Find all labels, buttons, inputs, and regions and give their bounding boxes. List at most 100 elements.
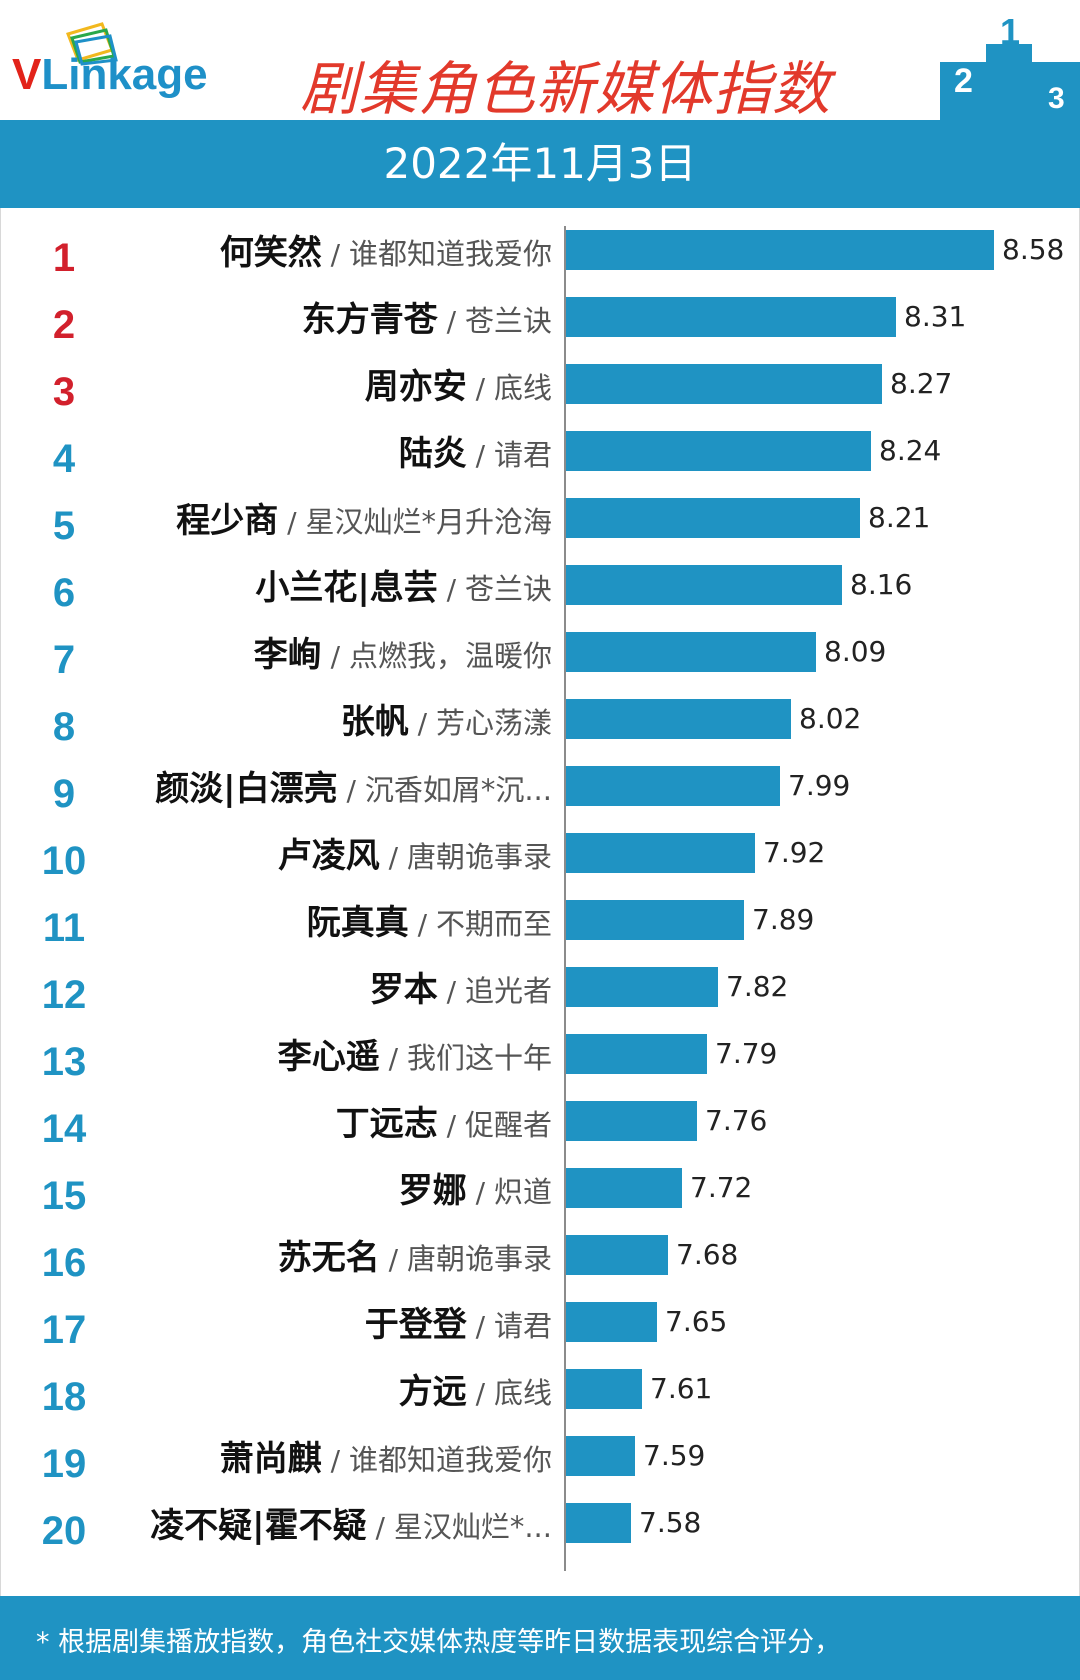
bar xyxy=(566,1369,642,1409)
chart-row: 3 周亦安 / 底线 8.27 xyxy=(0,354,1080,420)
rank-number: 1 xyxy=(52,236,76,280)
show-name: 唐朝诡事录 xyxy=(406,840,552,874)
character-name: 小兰花|息芸 xyxy=(255,568,438,608)
character-name: 凌不疑|霍不疑 xyxy=(150,1506,367,1546)
value-label: 8.09 xyxy=(824,635,887,668)
character-name: 苏无名 xyxy=(277,1238,380,1278)
show-name: 苍兰诀 xyxy=(464,572,552,606)
show-name: 沉香如屑*沉... xyxy=(364,773,552,807)
separator: / xyxy=(337,774,365,807)
logo-mark-icon xyxy=(66,22,118,66)
rank-number: 18 xyxy=(41,1375,87,1419)
bar xyxy=(566,1235,668,1275)
separator: / xyxy=(437,1109,465,1142)
value-label: 8.31 xyxy=(904,300,967,333)
chart-row: 7 李峋 / 点燃我，温暖你 8.09 xyxy=(0,622,1080,688)
bar xyxy=(566,364,882,404)
character-name: 何笑然 xyxy=(219,233,322,273)
show-name: 请君 xyxy=(493,438,552,472)
value-label: 8.58 xyxy=(1002,233,1065,266)
bar xyxy=(566,1302,657,1342)
chart-row: 11 阮真真 / 不期而至 7.89 xyxy=(0,890,1080,956)
character-name: 方远 xyxy=(398,1372,467,1412)
rank-number: 6 xyxy=(52,571,76,615)
logo: VLinkage xyxy=(12,50,208,100)
value-label: 7.79 xyxy=(715,1037,778,1070)
podium-icon: 2 1 3 xyxy=(940,14,1080,120)
rank-number: 11 xyxy=(42,906,86,950)
separator: / xyxy=(466,439,494,472)
bar xyxy=(566,1101,697,1141)
bar xyxy=(566,498,860,538)
separator: / xyxy=(408,908,436,941)
bar xyxy=(566,967,718,1007)
value-label: 8.02 xyxy=(799,702,862,735)
show-name: 点燃我，温暖你 xyxy=(348,639,552,673)
chart-row: 17 于登登 / 请君 7.65 xyxy=(0,1292,1080,1358)
separator: / xyxy=(408,707,436,740)
chart-row: 6 小兰花|息芸 / 苍兰诀 8.16 xyxy=(0,555,1080,621)
separator: / xyxy=(466,1310,494,1343)
character-name: 颜淡|白漂亮 xyxy=(155,769,338,809)
logo-rest: Linkage xyxy=(41,50,208,99)
show-name: 谁都知道我爱你 xyxy=(348,1443,552,1477)
bar-label: 苏无名 / 唐朝诡事录 xyxy=(112,1235,552,1287)
show-name: 星汉灿烂*月升沧海 xyxy=(305,505,552,539)
separator: / xyxy=(278,506,306,539)
chart-row: 10 卢凌风 / 唐朝诡事录 7.92 xyxy=(0,823,1080,889)
chart-row: 13 李心遥 / 我们这十年 7.79 xyxy=(0,1024,1080,1090)
rank-number: 9 xyxy=(52,772,76,816)
ranking-chart: 1 何笑然 / 谁都知道我爱你 8.58 2 东方青苍 / 苍兰诀 8.31 3 周亦安 / … xyxy=(0,218,1080,1588)
bar xyxy=(566,632,816,672)
show-name: 追光者 xyxy=(464,974,552,1008)
character-name: 李心遥 xyxy=(277,1037,380,1077)
chart-row: 15 罗娜 / 炽道 7.72 xyxy=(0,1158,1080,1224)
value-label: 7.89 xyxy=(752,903,815,936)
bar-label: 阮真真 / 不期而至 xyxy=(112,900,552,952)
separator: / xyxy=(321,640,349,673)
show-name: 我们这十年 xyxy=(406,1041,552,1075)
separator: / xyxy=(437,573,465,606)
character-name: 李峋 xyxy=(253,635,322,675)
rank-number: 10 xyxy=(41,839,87,883)
separator: / xyxy=(321,1444,349,1477)
bar xyxy=(566,1503,631,1543)
svg-text:2: 2 xyxy=(954,62,973,100)
bar-label: 萧尚麒 / 谁都知道我爱你 xyxy=(112,1436,552,1488)
chart-row: 1 何笑然 / 谁都知道我爱你 8.58 xyxy=(0,220,1080,286)
svg-text:1: 1 xyxy=(1000,14,1020,52)
logo-v: V xyxy=(12,50,42,99)
bar xyxy=(566,297,896,337)
bar-label: 罗娜 / 炽道 xyxy=(112,1168,552,1220)
chart-row: 12 罗本 / 追光者 7.82 xyxy=(0,957,1080,1023)
value-label: 7.65 xyxy=(665,1305,728,1338)
bar-label: 李心遥 / 我们这十年 xyxy=(112,1034,552,1086)
bar-label: 程少商 / 星汉灿烂*月升沧海 xyxy=(112,498,552,550)
bar-label: 方远 / 底线 xyxy=(112,1369,552,1421)
rank-number: 19 xyxy=(41,1442,87,1486)
value-label: 7.68 xyxy=(676,1238,739,1271)
character-name: 罗娜 xyxy=(398,1171,467,1211)
rank-number: 15 xyxy=(41,1174,87,1218)
footer: * 根据剧集播放指数，角色社交媒体热度等昨日数据表现综合评分， xyxy=(0,1596,1080,1680)
date-banner: 2022年11月3日 xyxy=(0,120,1080,208)
chart-row: 2 东方青苍 / 苍兰诀 8.31 xyxy=(0,287,1080,353)
value-label: 7.61 xyxy=(650,1372,713,1405)
bar xyxy=(566,431,871,471)
character-name: 萧尚麒 xyxy=(219,1439,322,1479)
value-label: 7.58 xyxy=(639,1506,702,1539)
separator: / xyxy=(379,1042,407,1075)
bar xyxy=(566,1034,707,1074)
rank-number: 12 xyxy=(41,973,87,1017)
rank-number: 5 xyxy=(52,504,76,548)
show-name: 唐朝诡事录 xyxy=(406,1242,552,1276)
bar xyxy=(566,1436,635,1476)
bar-label: 于登登 / 请君 xyxy=(112,1302,552,1354)
bar-label: 卢凌风 / 唐朝诡事录 xyxy=(112,833,552,885)
separator: / xyxy=(466,372,494,405)
show-name: 谁都知道我爱你 xyxy=(348,237,552,271)
character-name: 陆炎 xyxy=(398,434,467,474)
chart-row: 5 程少商 / 星汉灿烂*月升沧海 8.21 xyxy=(0,488,1080,554)
separator: / xyxy=(379,1243,407,1276)
bar-label: 颜淡|白漂亮 / 沉香如屑*沉... xyxy=(112,766,552,818)
